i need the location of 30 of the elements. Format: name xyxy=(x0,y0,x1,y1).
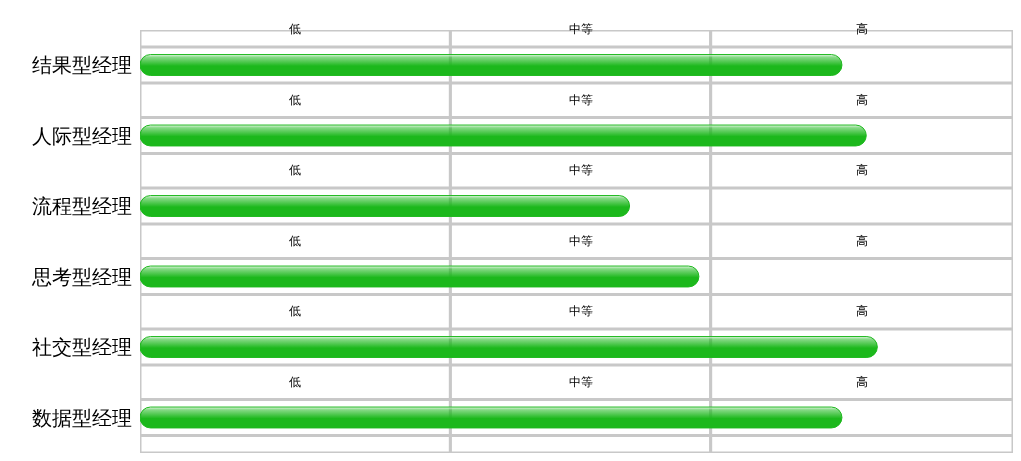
text: 高 xyxy=(855,163,868,177)
text: 低 xyxy=(289,304,302,318)
bar xyxy=(140,54,843,76)
text: 高 xyxy=(855,233,868,248)
text: 中等 xyxy=(568,163,593,177)
bar xyxy=(140,336,878,358)
text: 低 xyxy=(289,374,302,389)
band-label: 低 xyxy=(289,22,302,36)
text: 中等 xyxy=(568,233,593,248)
y-tick-label: 社交型经理 xyxy=(32,335,132,360)
bar xyxy=(140,406,843,429)
text: 高 xyxy=(855,304,868,318)
bar xyxy=(140,124,867,147)
y-tick-label: 结果型经理 xyxy=(32,53,132,78)
bar xyxy=(140,265,700,288)
y-tick-label: 数据型经理 xyxy=(32,405,132,430)
y-tick-label: 思考型经理 xyxy=(31,264,132,289)
band-label: 高 xyxy=(855,22,868,36)
bar xyxy=(140,195,631,217)
text: 低 xyxy=(289,163,302,177)
text: 低 xyxy=(289,233,302,248)
text: 中等 xyxy=(568,92,593,107)
text: 中等 xyxy=(568,304,593,318)
y-tick-label: 人际型经理 xyxy=(32,123,132,148)
text: 中等 xyxy=(568,374,593,389)
band-label: 中等 xyxy=(568,22,593,36)
text: 高 xyxy=(855,374,868,389)
y-tick-label: 流程型经理 xyxy=(32,194,132,219)
text: 高 xyxy=(855,92,868,107)
text: 低 xyxy=(289,92,302,107)
